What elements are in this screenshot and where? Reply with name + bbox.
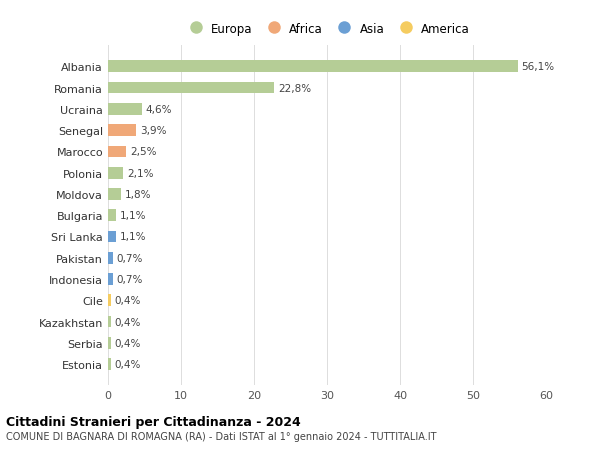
Text: 56,1%: 56,1%	[521, 62, 554, 72]
Text: 1,1%: 1,1%	[119, 232, 146, 242]
Bar	[108, 252, 113, 264]
Bar	[108, 231, 116, 243]
Text: Cittadini Stranieri per Cittadinanza - 2024: Cittadini Stranieri per Cittadinanza - 2…	[6, 415, 301, 428]
Text: 0,4%: 0,4%	[115, 338, 141, 348]
Bar	[108, 125, 136, 137]
Text: 22,8%: 22,8%	[278, 84, 311, 93]
Text: 0,7%: 0,7%	[117, 274, 143, 285]
Legend: Europa, Africa, Asia, America: Europa, Africa, Asia, America	[179, 18, 475, 40]
Text: 0,4%: 0,4%	[115, 317, 141, 327]
Bar	[108, 168, 124, 179]
Bar	[108, 189, 121, 200]
Text: 1,8%: 1,8%	[125, 190, 151, 200]
Bar	[108, 83, 274, 94]
Text: 0,4%: 0,4%	[115, 296, 141, 306]
Bar	[108, 274, 113, 285]
Text: 3,9%: 3,9%	[140, 126, 167, 136]
Text: 0,7%: 0,7%	[117, 253, 143, 263]
Text: 4,6%: 4,6%	[145, 105, 172, 115]
Text: 2,5%: 2,5%	[130, 147, 157, 157]
Bar	[108, 316, 111, 328]
Text: COMUNE DI BAGNARA DI ROMAGNA (RA) - Dati ISTAT al 1° gennaio 2024 - TUTTITALIA.I: COMUNE DI BAGNARA DI ROMAGNA (RA) - Dati…	[6, 431, 437, 442]
Bar	[108, 295, 111, 307]
Bar	[108, 337, 111, 349]
Bar	[108, 62, 518, 73]
Text: 1,1%: 1,1%	[119, 211, 146, 221]
Bar	[108, 358, 111, 370]
Text: 0,4%: 0,4%	[115, 359, 141, 369]
Text: 2,1%: 2,1%	[127, 168, 154, 178]
Bar	[108, 210, 116, 222]
Bar	[108, 146, 126, 158]
Bar	[108, 104, 142, 116]
